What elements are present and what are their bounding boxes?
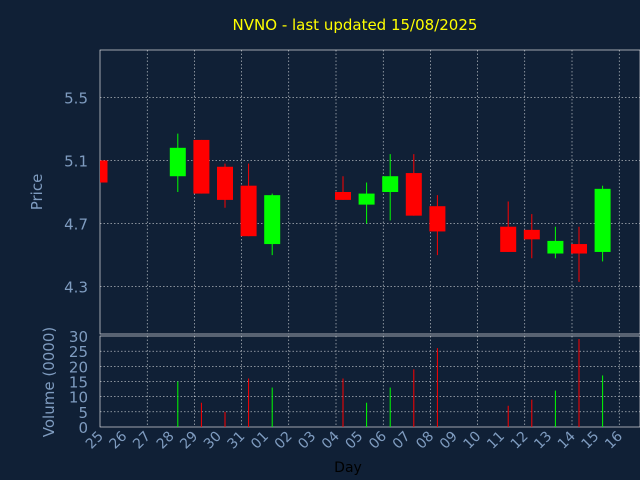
candle-body (571, 244, 587, 254)
y-axis-label-price: Price (28, 174, 46, 211)
day-tick-label: 29 (177, 429, 201, 453)
price-tick-label: 4.3 (64, 279, 88, 297)
candle-body (264, 195, 281, 245)
day-tick-label: 08 (413, 429, 437, 453)
day-tick-label: 03 (295, 429, 319, 453)
day-tick-label: 16 (602, 428, 626, 452)
price-tick-label: 5.1 (64, 152, 88, 170)
candle-body (193, 139, 210, 194)
candle-layer (100, 133, 611, 282)
volume-tick-label: 10 (69, 389, 88, 407)
candle-body (358, 193, 375, 205)
grid-layer (99, 49, 640, 428)
day-tick-label: 05 (343, 429, 367, 453)
day-tick-label: 15 (579, 429, 603, 453)
candle-body (240, 185, 257, 237)
volume-layer (177, 339, 604, 427)
candle-body (335, 192, 351, 200)
x-axis-label: Day (334, 460, 362, 476)
candle-body (547, 240, 564, 254)
volume-tick-label: 20 (69, 358, 88, 376)
day-tick-label: 14 (555, 428, 579, 452)
candle-body (594, 188, 611, 252)
volume-tick-label: 25 (69, 343, 88, 361)
chart-title: NVNO - last updated 15/08/2025 (233, 16, 478, 34)
candle-body (217, 166, 233, 200)
price-panel-frame (99, 49, 640, 335)
candle-body (100, 160, 107, 183)
day-tick-label: 13 (531, 429, 555, 453)
day-tick-label: 01 (248, 429, 272, 453)
candle-body (382, 176, 399, 192)
day-tick-label: 27 (130, 429, 154, 453)
day-tick-label: 26 (107, 428, 131, 452)
day-tick-label: 31 (225, 429, 249, 453)
day-tick-label: 30 (201, 429, 225, 453)
day-tick-label: 11 (484, 429, 508, 453)
candle-body (523, 229, 540, 240)
day-tick-label: 07 (390, 429, 414, 453)
day-tick-label: 28 (154, 429, 178, 453)
candle-body (405, 173, 422, 216)
day-tick-label: 06 (366, 428, 390, 452)
day-tick-label: 04 (319, 428, 343, 452)
candle-body (429, 206, 446, 232)
candle-body (169, 147, 186, 177)
volume-tick-label: 0 (78, 419, 88, 437)
day-tick-label: 02 (272, 429, 296, 453)
volume-tick-label: 5 (78, 404, 88, 422)
volume-tick-label: 15 (69, 374, 88, 392)
day-tick-label: 10 (461, 429, 485, 453)
day-tick-label: 12 (508, 429, 532, 453)
volume-tick-label: 30 (69, 328, 88, 346)
y-axis-label-volume: Volume (0000) (40, 327, 58, 437)
candle-body (500, 226, 517, 252)
price-tick-label: 4.7 (64, 216, 88, 234)
day-tick-label: 09 (437, 429, 461, 453)
price-tick-label: 5.5 (64, 89, 88, 107)
